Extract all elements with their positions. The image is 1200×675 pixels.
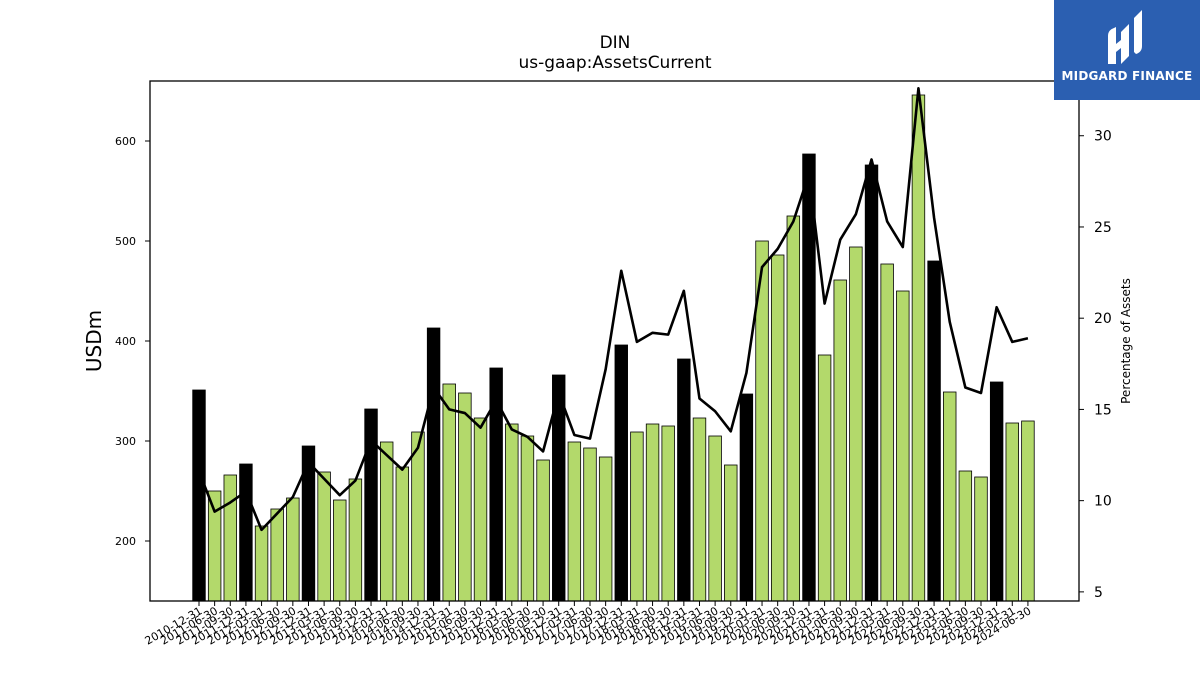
bar-2011-12-31	[254, 525, 269, 602]
bar-2014-03-31	[395, 466, 410, 602]
y-tick-label: 200	[115, 535, 136, 548]
bar-2011-06-30	[223, 474, 237, 602]
bar-2012-03-31	[270, 508, 284, 602]
midgard-logo-icon	[1108, 10, 1142, 64]
x-axis: 2010-12-312011-06-302011-09-302011-12-31…	[143, 601, 1033, 648]
bar-2021-09-30	[864, 164, 879, 602]
y2-tick-label: 10	[1094, 494, 1112, 510]
bar-2018-09-30	[677, 358, 691, 602]
chart-title: DIN	[599, 33, 631, 53]
bar-2011-09-30	[239, 463, 253, 602]
bar-2023-06-30	[974, 476, 988, 602]
bar-series	[192, 94, 1035, 602]
bar-2016-06-30	[536, 459, 550, 602]
bar-2011-03-31	[207, 490, 222, 602]
bar-2021-03-31	[833, 279, 847, 602]
y-tick-label: 300	[115, 435, 136, 448]
bar-2012-06-30	[286, 497, 300, 602]
bar-2018-03-31	[645, 423, 660, 602]
y-tick-label: 400	[115, 335, 136, 348]
bar-2018-12-31	[692, 417, 707, 602]
bar-2024-03-31	[1021, 420, 1035, 602]
bar-2013-12-31	[379, 441, 394, 602]
bar-2020-06-30	[786, 215, 801, 602]
bar-2022-06-30	[911, 94, 926, 602]
bar-2023-09-30	[989, 381, 1004, 602]
y2-tick-label: 30	[1094, 129, 1112, 145]
bar-2021-06-30	[849, 246, 863, 602]
bar-2017-09-30	[614, 344, 628, 602]
bar-2022-03-31	[896, 290, 910, 602]
bar-2020-12-31	[817, 354, 832, 602]
bar-2015-03-31	[458, 392, 472, 602]
bar-2010-12-31	[192, 389, 206, 602]
bar-2014-09-30	[426, 327, 441, 602]
bar-2023-12-31	[1005, 422, 1019, 602]
bar-2017-06-30	[598, 456, 613, 602]
bar-2019-06-30	[724, 464, 738, 602]
bar-2016-03-31	[520, 435, 535, 602]
logo-text: MIDGARD FINANCE	[1061, 69, 1193, 83]
y2-tick-label: 5	[1094, 585, 1103, 601]
bar-2022-12-31	[943, 391, 957, 602]
bar-2022-09-30	[927, 260, 941, 602]
y2-tick-label: 15	[1094, 402, 1112, 418]
bar-2014-06-30	[411, 431, 425, 602]
bar-2018-06-30	[661, 425, 675, 602]
bar-2021-12-31	[880, 263, 894, 602]
bar-2019-09-30	[739, 393, 754, 602]
y-tick-label: 600	[115, 135, 136, 148]
y2-tick-label: 20	[1094, 311, 1112, 327]
bar-2013-06-30	[348, 478, 363, 602]
bar-2013-09-30	[364, 408, 378, 602]
chart-subtitle: us-gaap:AssetsCurrent	[518, 53, 712, 73]
bar-2015-06-30	[473, 417, 488, 602]
percentage-line	[197, 87, 1029, 532]
y-axis-label: USDm	[82, 310, 106, 372]
bar-2023-03-31	[958, 470, 973, 602]
y2-tick-label: 25	[1094, 220, 1112, 236]
bar-2012-12-31	[317, 471, 331, 602]
y-axis-left: 200 300 400 500 600	[115, 135, 150, 548]
y-axis-right: 5 10 15 20 25 30	[1079, 129, 1112, 601]
y-tick-label: 500	[115, 235, 136, 248]
bar-2015-12-31	[505, 423, 519, 602]
midgard-finance-logo: MIDGARD FINANCE	[1054, 0, 1200, 100]
y2-axis-label: Percentage of Assets	[1119, 278, 1133, 404]
bar-2020-03-31	[770, 254, 785, 602]
bar-2016-12-31	[567, 441, 582, 602]
bar-2017-03-31	[583, 447, 597, 602]
bar-2013-03-31	[333, 499, 347, 602]
bar-2017-12-31	[630, 431, 644, 602]
bar-2014-12-31	[442, 383, 456, 602]
bar-2019-03-31	[708, 435, 722, 602]
